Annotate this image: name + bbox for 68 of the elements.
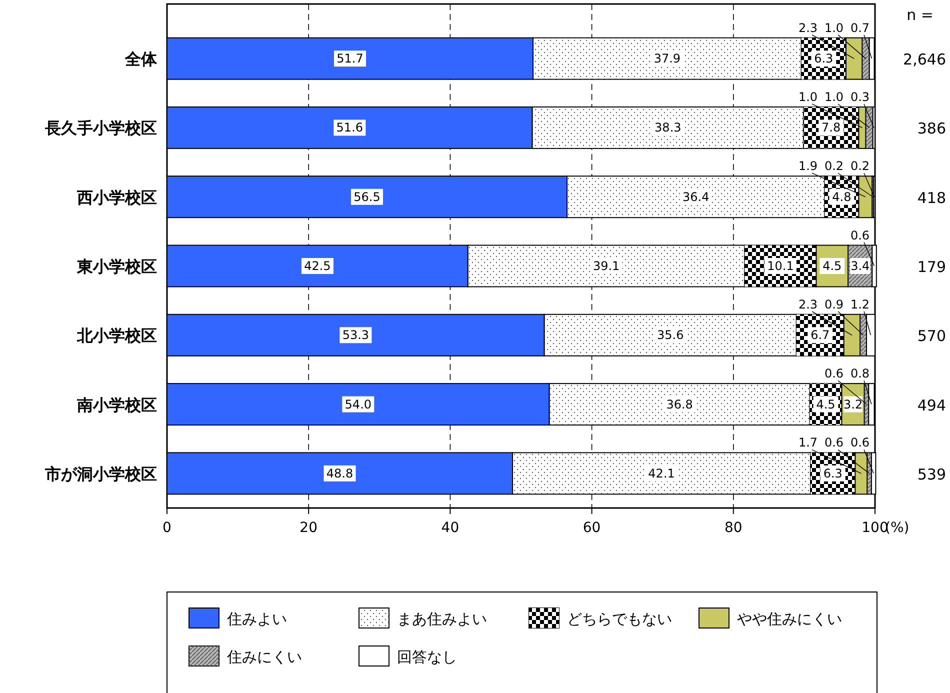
data-label: 4.5 — [816, 397, 836, 412]
data-label: 42.5 — [304, 259, 331, 273]
x-tick-label: 0 — [162, 520, 172, 536]
data-label: 1.0 — [824, 90, 844, 104]
legend-label: やや住みにくい — [737, 610, 842, 628]
x-tick-label: 80 — [724, 520, 742, 536]
y-tick-label: 市が洞小学校区 — [44, 464, 157, 484]
data-label: 0.6 — [850, 436, 870, 450]
legend-label: 住みにくい — [226, 648, 302, 666]
data-label: 48.8 — [326, 466, 354, 480]
data-label: 4.8 — [832, 190, 852, 204]
text: 494 — [917, 396, 946, 414]
y-tick-label: 長久手小学校区 — [44, 118, 157, 138]
data-label: 6.3 — [814, 52, 834, 66]
data-label: 0.6 — [824, 436, 844, 450]
data-label: 0.2 — [850, 159, 870, 174]
text: 539 — [917, 465, 946, 484]
text: 570 — [917, 327, 946, 346]
text: 2,646 — [903, 50, 946, 69]
data-label: 51.7 — [336, 52, 364, 66]
y-tick-label: 北小学校区 — [76, 326, 157, 346]
data-label: 38.3 — [654, 120, 682, 135]
x-tick-label: 20 — [300, 520, 318, 536]
data-label: 6.7 — [810, 328, 830, 342]
text: 386 — [917, 120, 946, 138]
y-tick-label: 南小学校区 — [76, 395, 157, 414]
data-label: 3.4 — [850, 259, 870, 273]
data-label: 51.6 — [336, 120, 364, 135]
data-label: 0.3 — [850, 90, 870, 104]
text: n = — [906, 6, 934, 24]
data-label: 4.5 — [822, 259, 842, 273]
text: 179 — [917, 258, 946, 276]
data-label: 2.3 — [798, 20, 818, 35]
data-label: 1.7 — [798, 436, 818, 450]
legend-label: 回答なし — [397, 648, 457, 666]
data-label: 1.9 — [798, 159, 818, 174]
text: 418 — [917, 188, 946, 207]
y-tick-label: 全体 — [124, 50, 158, 69]
data-label: 56.5 — [354, 190, 380, 204]
data-label: 0.6 — [824, 366, 844, 381]
legend-label: どちらでもない — [567, 610, 672, 628]
x-tick-label: 60 — [582, 520, 601, 536]
data-label: 53.3 — [342, 328, 370, 342]
data-label: 0.7 — [850, 20, 870, 35]
data-label: 0.9 — [824, 297, 844, 312]
data-label: 1.0 — [824, 20, 844, 35]
data-label: 1.0 — [798, 90, 818, 104]
data-label: 0.6 — [850, 228, 870, 242]
data-label: 0.2 — [824, 159, 844, 174]
legend-label: 住みよい — [226, 610, 287, 628]
data-label: 36.8 — [666, 397, 693, 412]
data-label: 39.1 — [592, 259, 620, 273]
data-label: 42.1 — [648, 466, 675, 480]
x-tick-label: 40 — [441, 520, 460, 536]
data-label: 6.3 — [823, 466, 842, 480]
legend-label: まあ住みよい — [397, 610, 487, 628]
data-label: 10.1 — [767, 259, 794, 273]
y-tick-label: 西小学校区 — [76, 188, 157, 207]
data-label: 7.8 — [822, 120, 841, 135]
data-label: 36.4 — [682, 190, 710, 204]
data-label: 1.2 — [850, 297, 870, 312]
data-label: 2.3 — [798, 297, 818, 312]
data-label: 37.9 — [654, 52, 681, 66]
data-label: 0.8 — [850, 366, 870, 381]
data-label: 3.2 — [844, 397, 863, 412]
data-label: 54.0 — [344, 397, 372, 412]
data-label: 35.6 — [657, 328, 684, 342]
y-tick-label: 東小学校区 — [76, 257, 157, 276]
